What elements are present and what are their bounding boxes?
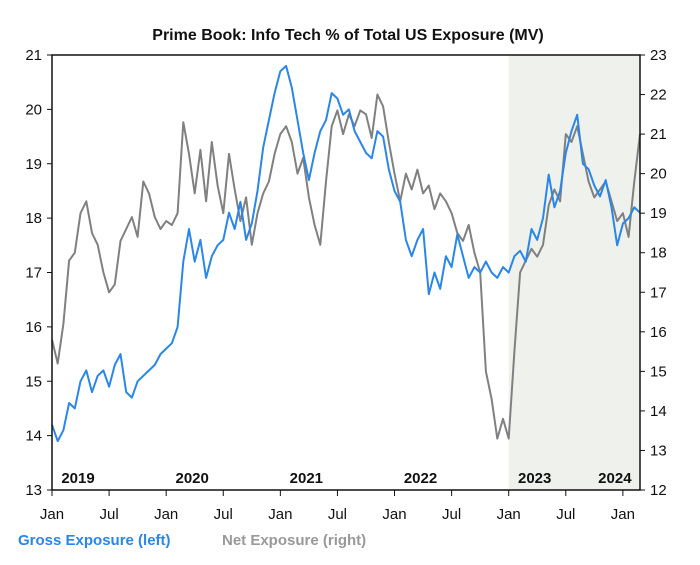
y-left-tick-label: 17 bbox=[25, 265, 42, 282]
legend-net: Net Exposure (right) bbox=[222, 532, 366, 549]
y-left-tick-label: 13 bbox=[25, 482, 42, 499]
y-right-tick-label: 20 bbox=[650, 166, 667, 183]
series-net-exposure bbox=[51, 93, 641, 440]
y-right-tick-label: 13 bbox=[650, 442, 667, 459]
x-tick-label: Jul bbox=[99, 506, 118, 523]
y-right-tick-label: 14 bbox=[650, 403, 667, 420]
series-gross-exposure bbox=[51, 64, 641, 443]
year-label: 2024 bbox=[598, 470, 632, 487]
y-left-tick-label: 21 bbox=[25, 47, 42, 64]
x-tick-label: Jul bbox=[328, 506, 347, 523]
y-left-tick-label: 18 bbox=[25, 210, 42, 227]
y-right-tick-label: 22 bbox=[650, 87, 667, 104]
chart-title: Prime Book: Info Tech % of Total US Expo… bbox=[152, 27, 543, 44]
year-label: 2022 bbox=[404, 470, 437, 487]
y-right-tick-label: 21 bbox=[650, 126, 667, 143]
y-left-tick-label: 14 bbox=[25, 428, 42, 445]
y-right-tick-label: 18 bbox=[650, 245, 667, 262]
x-tick-label: Jul bbox=[556, 506, 575, 523]
legend-gross: Gross Exposure (left) bbox=[18, 532, 171, 549]
year-label: 2019 bbox=[61, 470, 94, 487]
plot-area: 1314151617181920211213141516171819202122… bbox=[25, 47, 666, 523]
y-right-tick-label: 17 bbox=[650, 284, 667, 301]
x-tick-label: Jan bbox=[40, 506, 64, 523]
y-left-tick-label: 16 bbox=[25, 319, 42, 336]
shaded-region bbox=[508, 55, 640, 490]
x-tick-label: Jul bbox=[442, 506, 461, 523]
y-left-tick-label: 15 bbox=[25, 373, 42, 390]
x-tick-label: Jan bbox=[382, 506, 406, 523]
y-right-tick-label: 19 bbox=[650, 205, 667, 222]
y-left-tick-label: 20 bbox=[25, 101, 42, 118]
y-right-tick-label: 23 bbox=[650, 47, 667, 64]
year-label: 2021 bbox=[290, 470, 323, 487]
y-right-tick-label: 16 bbox=[650, 324, 667, 341]
x-tick-label: Jan bbox=[154, 506, 178, 523]
year-label: 2020 bbox=[175, 470, 208, 487]
y-right-tick-label: 15 bbox=[650, 363, 667, 380]
x-tick-label: Jan bbox=[497, 506, 521, 523]
x-tick-label: Jul bbox=[214, 506, 233, 523]
y-right-tick-label: 12 bbox=[650, 482, 667, 499]
y-left-tick-label: 19 bbox=[25, 156, 42, 173]
year-label: 2023 bbox=[518, 470, 551, 487]
x-tick-label: Jan bbox=[611, 506, 635, 523]
x-tick-label: Jan bbox=[268, 506, 292, 523]
